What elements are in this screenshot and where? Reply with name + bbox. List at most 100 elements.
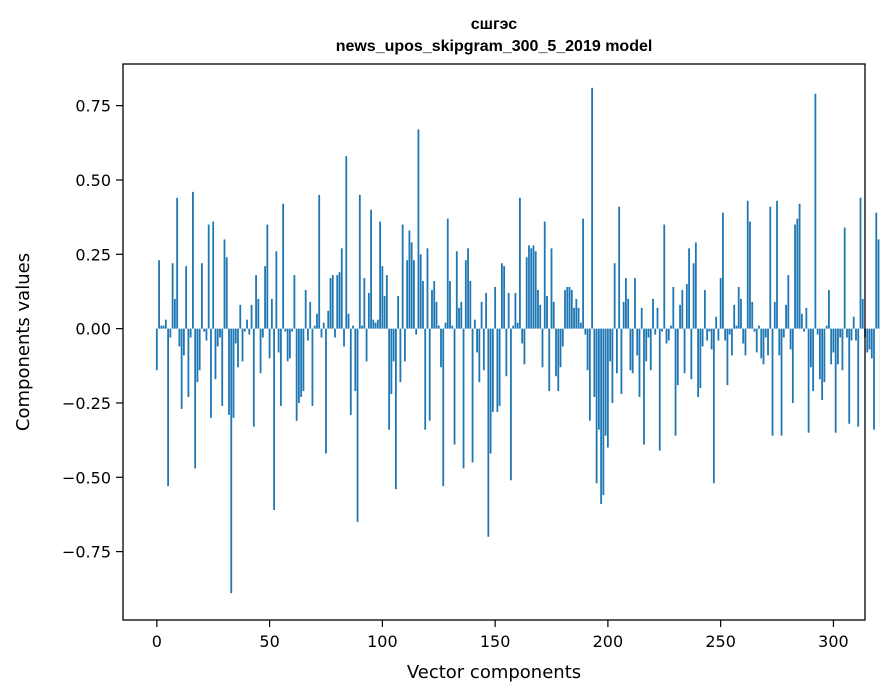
bar-171 — [541, 328, 544, 368]
bar-185 — [573, 307, 575, 329]
bar-69 — [311, 328, 314, 406]
bar-85 — [347, 313, 350, 329]
bar-259 — [740, 298, 742, 329]
bar-301 — [834, 328, 837, 433]
bar-8 — [173, 298, 176, 329]
bar-24 — [210, 328, 212, 418]
x-tick-label: 50 — [259, 632, 279, 651]
bar-244 — [706, 328, 709, 341]
bar-195 — [595, 328, 598, 484]
bar-40 — [246, 319, 248, 329]
bar-59 — [288, 328, 291, 359]
bar-286 — [800, 313, 803, 329]
x-tick-label: 150 — [480, 632, 511, 651]
bar-90 — [358, 194, 361, 329]
bar-157 — [510, 328, 512, 481]
bar-243 — [703, 289, 706, 329]
bar-220 — [652, 298, 654, 329]
bar-182 — [566, 286, 569, 329]
bar-19 — [198, 328, 201, 371]
bar-317 — [870, 328, 873, 359]
bar-246 — [710, 328, 713, 350]
bar-313 — [861, 298, 864, 329]
bar-99 — [379, 221, 381, 329]
bar-208 — [625, 278, 627, 329]
x-tick-label: 300 — [818, 632, 849, 651]
bar-56 — [282, 203, 285, 329]
bar-135 — [460, 301, 463, 329]
bar-170 — [539, 304, 542, 329]
bar-14 — [187, 328, 190, 398]
y-axis-ticks: −0.75 −0.50 −0.25 0.00 0.25 0.50 0.75 — [62, 97, 123, 562]
bar-309 — [852, 316, 855, 329]
bar-207 — [622, 301, 625, 329]
bar-42 — [250, 304, 253, 329]
bar-305 — [843, 227, 846, 329]
bar-124 — [435, 301, 438, 329]
bar-217 — [645, 328, 648, 362]
bar-194 — [593, 328, 596, 398]
bar-215 — [640, 307, 643, 329]
bar-261 — [744, 328, 747, 356]
bar-112 — [408, 230, 411, 329]
bar-263 — [749, 221, 751, 329]
bar-196 — [597, 328, 600, 430]
bar-4 — [164, 319, 167, 329]
bar-219 — [649, 328, 652, 371]
bar-278 — [782, 328, 785, 338]
bar-77 — [329, 278, 332, 329]
bar-158 — [512, 325, 515, 329]
bar-319 — [875, 212, 878, 329]
bar-28 — [219, 328, 221, 338]
bar-312 — [859, 197, 862, 329]
bar-60 — [291, 328, 294, 332]
bar-179 — [559, 328, 562, 368]
bar-45 — [257, 298, 260, 329]
bar-53 — [275, 251, 278, 329]
bar-235 — [685, 284, 688, 329]
bar-271 — [767, 328, 769, 356]
bar-205 — [618, 206, 621, 329]
bar-66 — [304, 289, 307, 329]
bar-100 — [381, 266, 384, 329]
bar-31 — [225, 257, 228, 329]
bar-71 — [316, 313, 318, 329]
bar-307 — [848, 328, 851, 424]
bar-183 — [568, 286, 571, 329]
bar-304 — [841, 328, 844, 371]
bar-178 — [557, 328, 560, 392]
bar-25 — [212, 221, 215, 329]
bar-38 — [241, 328, 244, 362]
bar-231 — [676, 328, 679, 386]
bar-295 — [821, 328, 824, 400]
bars-layer — [155, 87, 880, 594]
bar-101 — [383, 295, 386, 329]
bar-270 — [764, 328, 767, 338]
bar-107 — [397, 295, 400, 329]
bar-254 — [728, 328, 731, 335]
bar-140 — [471, 328, 474, 463]
bar-175 — [550, 248, 553, 329]
bar-62 — [295, 328, 298, 421]
bar-284 — [796, 218, 799, 329]
bar-72 — [318, 194, 321, 329]
bar-119 — [424, 328, 427, 430]
bar-129 — [446, 218, 449, 329]
bar-227 — [667, 328, 670, 341]
bar-22 — [205, 328, 208, 341]
bar-83 — [343, 328, 345, 347]
bar-48 — [264, 266, 266, 329]
bar-80 — [336, 275, 339, 329]
y-tick-label: −0.50 — [62, 468, 111, 487]
bar-125 — [437, 325, 440, 329]
bar-214 — [638, 328, 641, 398]
bar-211 — [631, 328, 634, 374]
bar-230 — [674, 328, 677, 436]
bar-43 — [252, 328, 255, 427]
bar-92 — [363, 278, 366, 329]
bar-267 — [758, 325, 760, 329]
bar-109 — [401, 224, 404, 329]
bar-78 — [331, 275, 334, 329]
bar-30 — [223, 239, 226, 329]
bar-247 — [712, 328, 715, 484]
